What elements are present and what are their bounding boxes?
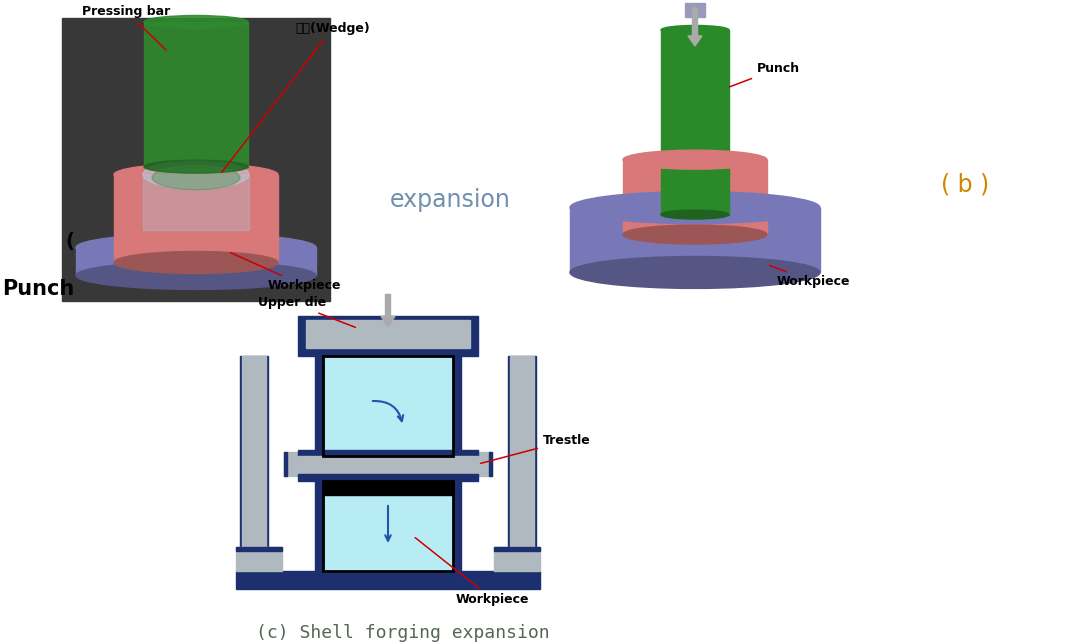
Text: Workpiece: Workpiece bbox=[769, 265, 851, 289]
Text: 쌌기(Wedge): 쌌기(Wedge) bbox=[221, 22, 370, 173]
Text: Trestle: Trestle bbox=[480, 434, 591, 463]
Text: Upper die: Upper die bbox=[258, 296, 355, 327]
Bar bbox=[240, 356, 268, 571]
Bar bbox=[299, 450, 478, 456]
Bar bbox=[323, 481, 453, 495]
Ellipse shape bbox=[143, 160, 249, 189]
Bar bbox=[453, 356, 461, 456]
Ellipse shape bbox=[144, 160, 248, 173]
Text: Punch: Punch bbox=[730, 62, 800, 87]
Text: Punch: Punch bbox=[2, 279, 74, 299]
Text: Workpiece: Workpiece bbox=[415, 538, 530, 606]
Bar bbox=[494, 547, 540, 571]
FancyArrow shape bbox=[688, 8, 702, 46]
Bar bbox=[76, 247, 316, 276]
Ellipse shape bbox=[570, 192, 820, 223]
Bar bbox=[323, 356, 453, 456]
Text: expansion: expansion bbox=[389, 187, 510, 212]
Bar bbox=[62, 18, 330, 301]
Ellipse shape bbox=[76, 261, 316, 289]
Bar bbox=[144, 22, 248, 167]
Bar bbox=[323, 481, 453, 571]
Ellipse shape bbox=[152, 166, 240, 189]
Bar bbox=[114, 175, 278, 263]
Text: ( b ): ( b ) bbox=[941, 173, 989, 196]
Text: (: ( bbox=[65, 232, 74, 252]
Bar bbox=[323, 481, 453, 571]
Bar bbox=[453, 481, 461, 571]
Text: Workpiece: Workpiece bbox=[230, 252, 341, 292]
Bar bbox=[323, 356, 453, 456]
Bar bbox=[570, 207, 820, 272]
Ellipse shape bbox=[623, 150, 767, 169]
Bar bbox=[306, 320, 470, 348]
Bar bbox=[508, 356, 536, 571]
Bar bbox=[623, 160, 767, 234]
Bar bbox=[489, 452, 492, 476]
Bar bbox=[299, 316, 478, 356]
Bar bbox=[661, 30, 729, 214]
Bar bbox=[299, 456, 478, 474]
Ellipse shape bbox=[661, 26, 729, 34]
Bar bbox=[284, 452, 300, 476]
Bar bbox=[494, 547, 540, 551]
Ellipse shape bbox=[76, 234, 316, 261]
Bar bbox=[242, 356, 266, 571]
Bar bbox=[299, 474, 478, 481]
Ellipse shape bbox=[623, 225, 767, 244]
Bar bbox=[476, 452, 492, 476]
Ellipse shape bbox=[114, 252, 278, 274]
Bar bbox=[510, 356, 534, 571]
Bar bbox=[315, 356, 323, 456]
Bar bbox=[315, 481, 323, 571]
FancyArrow shape bbox=[381, 294, 395, 327]
Bar bbox=[236, 547, 282, 551]
Bar bbox=[685, 3, 705, 17]
Text: Pressing bar: Pressing bar bbox=[82, 5, 170, 50]
Ellipse shape bbox=[661, 210, 729, 219]
Ellipse shape bbox=[114, 164, 278, 185]
Ellipse shape bbox=[144, 15, 248, 28]
Bar bbox=[143, 175, 249, 229]
Text: (c) Shell forging expansion: (c) Shell forging expansion bbox=[256, 624, 550, 641]
Ellipse shape bbox=[570, 256, 820, 289]
Bar bbox=[236, 547, 282, 571]
Bar bbox=[236, 571, 540, 589]
Bar bbox=[284, 452, 287, 476]
